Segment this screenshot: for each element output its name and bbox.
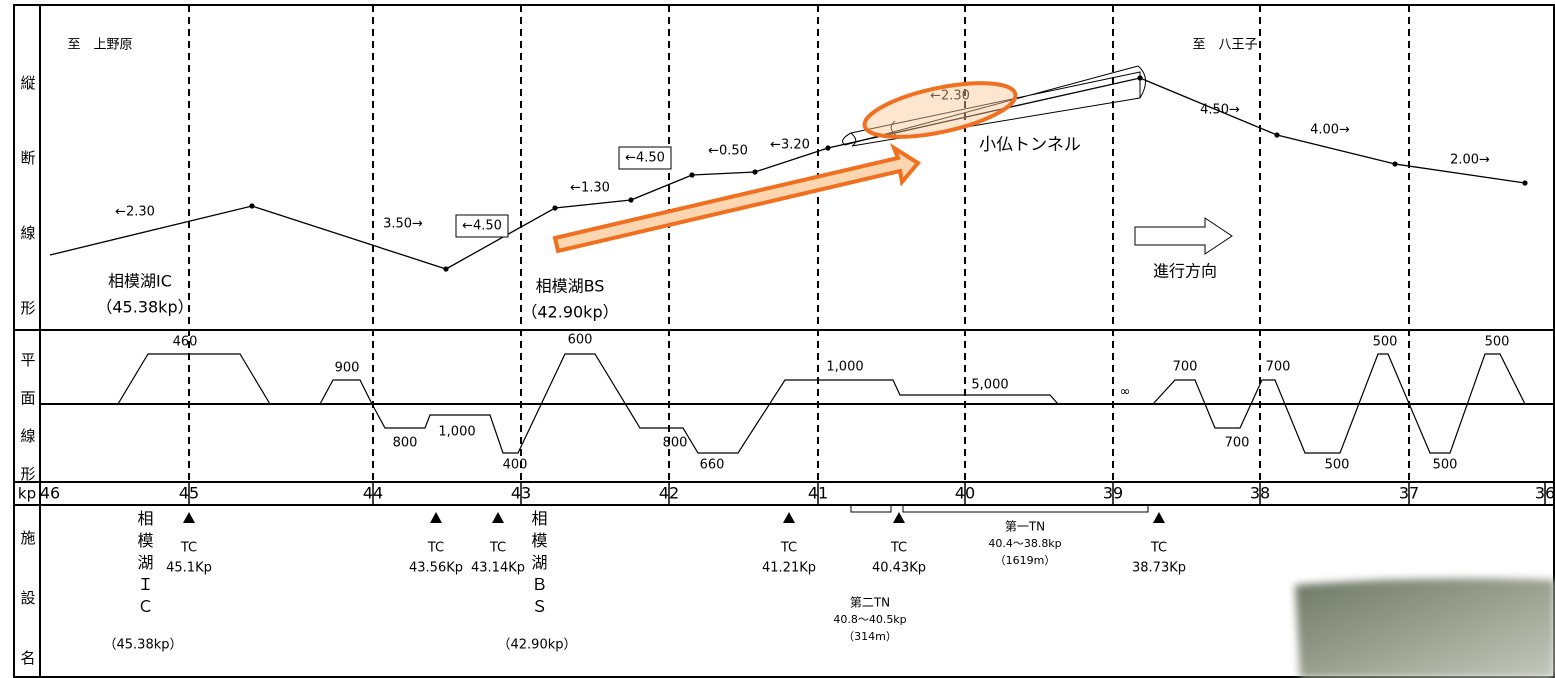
curve-radius-label: 660	[700, 458, 725, 473]
curve-radius-label: 700	[1266, 360, 1291, 375]
curve-radius-label: 400	[503, 458, 528, 473]
tunnel-length: （314m）	[843, 630, 897, 643]
toll-station-marker	[893, 512, 905, 523]
toll-station-name: TC	[780, 541, 797, 556]
place-name: 相模湖BS	[536, 277, 605, 296]
plan-curve-line	[117, 353, 1526, 454]
toll-station-name: TC	[427, 541, 444, 556]
tunnel-range: 40.8～40.5kp	[833, 613, 906, 626]
gradient-label: 4.50→	[1200, 103, 1240, 118]
row-label: 縦断線形	[19, 75, 37, 375]
grade-change-point	[1274, 132, 1280, 138]
place-kp: （45.38kp）	[96, 298, 193, 317]
curve-radius-label: 1,000	[438, 425, 475, 440]
kp-tick-label: 46	[40, 484, 60, 503]
travel-direction-label: 進行方向	[1153, 262, 1217, 281]
row-label: kp	[18, 485, 36, 503]
tunnel-name: 第一TN	[1005, 520, 1045, 534]
tunnel-bracket	[850, 505, 892, 513]
travel-direction-arrow	[1134, 217, 1233, 255]
grade-change-point	[1392, 161, 1398, 167]
curve-radius-label: 500	[1325, 458, 1350, 473]
gradient-label: ←0.50	[708, 144, 748, 159]
grade-change-point	[825, 145, 831, 151]
grade-change-point	[628, 197, 634, 203]
place-name: 相模湖IC	[108, 272, 172, 291]
tunnel-bracket	[902, 505, 1149, 513]
tunnel-outline	[842, 65, 1146, 147]
facility-name: 相模湖ＩＣ	[135, 510, 154, 620]
curve-radius-label: 800	[663, 436, 688, 451]
toll-station-kp: 45.1Kp	[166, 561, 212, 576]
toll-station-kp: 38.73Kp	[1132, 561, 1186, 576]
curve-radius-label: 1,000	[826, 360, 863, 375]
row-label: 平面線形	[19, 352, 37, 504]
curve-radius-label: 460	[173, 335, 198, 350]
direction-from: 至 上野原	[67, 38, 132, 53]
outer-frame	[13, 4, 1555, 678]
toll-station-marker	[492, 512, 504, 523]
toll-station-kp: 41.21Kp	[762, 561, 816, 576]
curve-radius-label: 5,000	[971, 378, 1008, 393]
gradient-label: 4.00→	[1310, 123, 1350, 138]
place-kp: （42.90kp）	[521, 303, 618, 322]
facility-kp: （42.90kp）	[498, 638, 577, 653]
grade-change-point	[1522, 180, 1528, 186]
photo-fragment	[1295, 578, 1555, 678]
gradient-box	[455, 214, 509, 238]
direction-to: 至 八王子	[1192, 38, 1257, 53]
curve-radius-label: 700	[1173, 360, 1198, 375]
toll-station-name: TC	[890, 541, 907, 556]
facility-kp: （45.38kp）	[104, 638, 183, 653]
tunnel-name: 小仏トンネル	[979, 135, 1081, 155]
toll-station-kp: 43.14Kp	[471, 561, 525, 576]
toll-station-name: TC	[489, 541, 506, 556]
toll-station-name: TC	[1150, 541, 1167, 556]
profile-line	[49, 77, 1526, 270]
grade-change-point	[689, 172, 695, 178]
grade-change-point	[752, 169, 758, 175]
toll-station-name: TC	[180, 541, 197, 556]
curve-radius-label: 900	[335, 361, 360, 376]
highlight-arrow	[552, 143, 922, 254]
highlight-ellipse	[862, 81, 1018, 139]
grade-change-point	[443, 266, 449, 272]
toll-station-marker	[183, 512, 195, 523]
row-label: 施設名	[19, 530, 37, 678]
gradient-label: ←4.50	[625, 151, 665, 166]
curve-radius-label: 600	[568, 333, 593, 348]
gradient-label: ←4.50	[462, 219, 502, 234]
toll-station-marker	[1153, 512, 1165, 523]
gradient-label: 2.00→	[1450, 153, 1490, 168]
gradient-label: ←2.30	[115, 205, 155, 220]
gradient-label: 3.50→	[383, 217, 423, 232]
toll-station-kp: 40.43Kp	[872, 561, 926, 576]
curve-radius-label: 800	[393, 436, 418, 451]
gradient-label: ←3.20	[770, 138, 810, 153]
toll-station-kp: 43.56Kp	[409, 561, 463, 576]
curve-radius-label: 700	[1225, 436, 1250, 451]
grade-change-point	[552, 205, 558, 211]
tunnel-name: 第二TN	[850, 596, 890, 610]
toll-station-marker	[430, 512, 442, 523]
gradient-label: ←1.30	[570, 181, 610, 196]
curve-radius-label: ∞	[1120, 385, 1131, 400]
facility-name: 相模湖ＢＳ	[529, 510, 548, 620]
grade-change-point	[249, 203, 255, 209]
tunnel-range: 40.4～38.8kp	[988, 537, 1061, 550]
gradient-box	[618, 146, 672, 170]
curve-radius-label: 500	[1433, 458, 1458, 473]
curve-radius-label: 500	[1485, 335, 1510, 350]
curve-radius-label: 500	[1373, 335, 1398, 350]
gradient-label: ←2.30	[930, 89, 970, 104]
toll-station-marker	[783, 512, 795, 523]
tunnel-length: （1619m）	[995, 554, 1056, 567]
